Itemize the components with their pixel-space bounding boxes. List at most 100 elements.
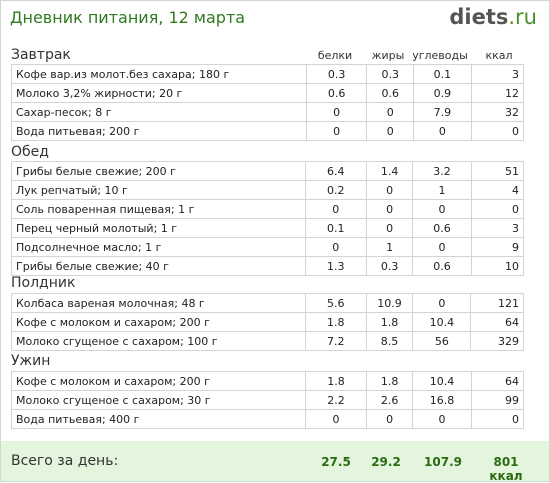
table-row: Перец черный молотый; 1 г 0.1 0 0.6 3 — [11, 218, 525, 238]
meal-title-dinner: Ужин — [11, 353, 51, 369]
kcal-cell: 32 — [470, 102, 525, 122]
meal-table-snack: Колбаса вареная молочная; 48 г 5.6 10.9 … — [11, 293, 524, 351]
table-row: Молоко сгущеное с сахаром; 30 г 2.2 2.6 … — [10, 390, 525, 410]
carbs-cell: 0 — [412, 409, 472, 429]
total-fat: 29.2 — [371, 455, 401, 469]
site-logo[interactable]: diets.ru — [449, 5, 537, 29]
fat-cell: 1 — [365, 237, 414, 257]
kcal-cell: 64 — [470, 312, 524, 332]
table-row: Лук репчатый; 10 г 0.2 0 1 4 — [11, 180, 525, 200]
food-label: Кофе с молоком и сахаром; 200 г — [11, 312, 306, 332]
meal-table-breakfast: Кофе вар.из молот.без сахара; 180 г 0.3 … — [11, 64, 525, 141]
protein-cell: 1.3 — [304, 256, 367, 276]
total-carbs: 107.9 — [424, 455, 462, 469]
food-label: Сахар-песок; 8 г — [11, 102, 307, 122]
fat-cell: 1.4 — [365, 161, 414, 181]
fat-cell: 0.3 — [366, 64, 414, 84]
protein-cell: 0 — [305, 102, 368, 122]
total-kcal: 801 ккал — [489, 455, 523, 483]
fat-cell: 2.6 — [365, 390, 414, 410]
food-label: Вода питьевая; 400 г — [10, 409, 307, 429]
logo-tld: .ru — [508, 5, 537, 29]
fat-cell: 1.8 — [365, 371, 414, 391]
food-label: Молоко сгущеное с сахаром; 30 г — [10, 390, 307, 410]
carbs-cell: 10.4 — [412, 371, 472, 391]
kcal-cell: 121 — [470, 293, 524, 313]
carbs-cell: 3.2 — [412, 161, 472, 181]
table-row: Молоко 3,2% жирности; 20 г 0.6 0.6 0.9 1… — [11, 83, 525, 103]
protein-cell: 0 — [304, 199, 367, 219]
table-row: Кофе вар.из молот.без сахара; 180 г 0.3 … — [11, 64, 525, 84]
protein-cell: 0.3 — [305, 64, 368, 84]
food-label: Грибы белые свежие; 40 г — [11, 256, 306, 276]
table-row: Кофе с молоком и сахаром; 200 г 1.8 1.8 … — [11, 312, 524, 332]
fat-cell: 0 — [365, 199, 414, 219]
protein-cell: 1.8 — [305, 312, 367, 332]
carbs-cell: 0 — [412, 237, 472, 257]
protein-cell: 2.2 — [305, 390, 367, 410]
kcal-cell: 3 — [470, 64, 525, 84]
column-header-fat: жиры — [371, 49, 405, 62]
logo-main: diets — [449, 5, 509, 29]
meal-title-lunch: Обед — [11, 144, 49, 160]
table-row: Подсолнечное масло; 1 г 0 1 0 9 — [11, 237, 525, 257]
column-header-protein: белки — [317, 49, 353, 62]
column-header-carbs: углеводы — [412, 49, 468, 62]
kcal-cell: 10 — [470, 256, 525, 276]
food-label: Колбаса вареная молочная; 48 г — [11, 293, 306, 313]
kcal-cell: 0 — [470, 409, 525, 429]
kcal-cell: 3 — [470, 218, 525, 238]
table-row: Грибы белые свежие; 200 г 6.4 1.4 3.2 51 — [11, 161, 525, 181]
meal-table-dinner: Кофе с молоком и сахаром; 200 г 1.8 1.8 … — [10, 371, 525, 429]
food-label: Молоко 3,2% жирности; 20 г — [11, 83, 307, 103]
fat-cell: 10.9 — [365, 293, 414, 313]
meal-title-breakfast: Завтрак — [11, 47, 71, 63]
table-row: Вода питьевая; 200 г 0 0 0 0 — [11, 121, 525, 141]
carbs-cell: 0.6 — [412, 256, 472, 276]
carbs-cell: 0.1 — [412, 64, 472, 84]
protein-cell: 0 — [305, 409, 367, 429]
carbs-cell: 0.9 — [412, 83, 472, 103]
food-label: Молоко сгущеное с сахаром; 100 г — [11, 331, 306, 351]
total-protein: 27.5 — [321, 455, 351, 469]
kcal-cell: 64 — [470, 371, 525, 391]
protein-cell: 0.1 — [304, 218, 367, 238]
food-label: Лук репчатый; 10 г — [11, 180, 306, 200]
protein-cell: 5.6 — [305, 293, 367, 313]
carbs-cell: 1 — [412, 180, 472, 200]
page-title: Дневник питания, 12 марта — [10, 8, 246, 27]
meal-title-snack: Полдник — [11, 275, 76, 291]
food-label: Подсолнечное масло; 1 г — [11, 237, 306, 257]
fat-cell: 0 — [365, 409, 414, 429]
table-row: Сахар-песок; 8 г 0 0 7.9 32 — [11, 102, 525, 122]
carbs-cell: 10.4 — [412, 312, 472, 332]
protein-cell: 6.4 — [304, 161, 367, 181]
table-row: Грибы белые свежие; 40 г 1.3 0.3 0.6 10 — [11, 256, 525, 276]
food-label: Кофе с молоком и сахаром; 200 г — [10, 371, 307, 391]
kcal-cell: 99 — [470, 390, 525, 410]
kcal-cell: 51 — [470, 161, 525, 181]
kcal-cell: 0 — [470, 199, 525, 219]
table-row: Колбаса вареная молочная; 48 г 5.6 10.9 … — [11, 293, 524, 313]
table-row: Вода питьевая; 400 г 0 0 0 0 — [10, 409, 525, 429]
kcal-cell: 9 — [470, 237, 525, 257]
fat-cell: 8.5 — [365, 331, 414, 351]
carbs-cell: 56 — [412, 331, 472, 351]
fat-cell: 0 — [365, 180, 414, 200]
food-label: Вода питьевая; 200 г — [11, 121, 307, 141]
food-label: Грибы белые свежие; 200 г — [11, 161, 306, 181]
carbs-cell: 0 — [412, 293, 472, 313]
protein-cell: 0.2 — [304, 180, 367, 200]
protein-cell: 1.8 — [305, 371, 367, 391]
food-label: Соль поваренная пищевая; 1 г — [11, 199, 306, 219]
carbs-cell: 16.8 — [412, 390, 472, 410]
protein-cell: 0 — [305, 121, 368, 141]
fat-cell: 1.8 — [365, 312, 414, 332]
totals-label: Всего за день: — [11, 453, 119, 469]
food-label: Перец черный молотый; 1 г — [11, 218, 306, 238]
header: Дневник питания, 12 марта diets.ru — [1, 1, 549, 36]
protein-cell: 7.2 — [305, 331, 367, 351]
carbs-cell: 0 — [412, 199, 472, 219]
fat-cell: 0 — [365, 218, 414, 238]
kcal-cell: 4 — [470, 180, 525, 200]
